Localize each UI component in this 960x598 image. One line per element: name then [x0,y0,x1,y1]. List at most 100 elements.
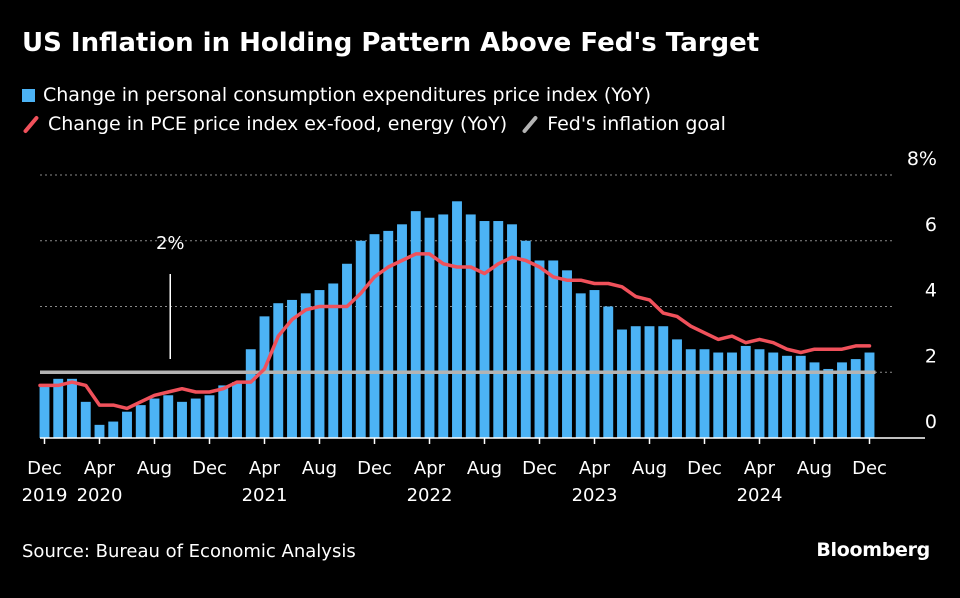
x-tick-month-4: Apr [84,458,116,479]
bar-43 [630,326,641,438]
legend-item-fed-goal: Fed's inflation goal [521,113,726,135]
x-tick-year-40: 2023 [572,485,618,506]
bar-37 [548,260,559,438]
y-tick-label-8: 8% [907,148,937,170]
bar-28 [424,217,435,438]
core-pce-line [38,252,872,411]
legend-label-core-pce: Change in PCE price index ex-food, energ… [48,113,508,135]
legend-label-fed-goal: Fed's inflation goal [547,113,726,135]
x-tick-month-20: Aug [302,458,337,479]
bar-34 [507,224,517,438]
y-tick-label-4: 4 [925,280,937,302]
axis-labels: 0 2 4 6 8% Dec 2019 Apr 2020 Aug Dec Apr 2021 Aug Dec A… [22,148,937,506]
bar-27 [410,211,421,438]
x-tick-year-28: 2022 [407,485,453,506]
bar-series [39,201,875,438]
x-tick-year-16: 2021 [242,485,288,506]
bar-42 [617,329,627,438]
bar-48 [699,349,710,438]
bar-24 [369,234,380,438]
bar-12 [204,395,215,438]
bar-33 [493,221,504,438]
bar-1 [53,378,64,438]
bar-29 [438,214,449,438]
annotation-label-0: 2% [156,233,185,254]
x-tick-year-52: 2024 [737,485,783,506]
bar-11 [190,398,201,438]
bar-51 [740,345,751,438]
line-series [38,252,872,411]
annotations: 2% [156,233,185,359]
bar-20 [314,290,325,438]
bar-35 [520,240,531,438]
x-tick-month-28: Apr [414,458,446,479]
bar-39 [575,293,586,438]
bar-23 [355,240,366,438]
x-tick-month-24: Dec [357,458,392,479]
x-tick-month-0: Dec [27,458,62,479]
bar-30 [452,201,462,438]
chart-title: US Inflation in Holding Pattern Above Fe… [22,28,760,58]
bar-57 [823,368,834,438]
bar-13 [218,385,229,438]
bar-56 [809,362,820,438]
bar-45 [658,326,669,438]
x-tick-month-8: Aug [137,458,172,479]
bar-6 [122,411,132,438]
bar-9 [163,395,174,438]
legend-label-pce: Change in personal consumption expenditu… [43,84,652,106]
bar-19 [300,293,311,438]
x-tick-month-16: Apr [249,458,281,479]
bar-3 [80,401,91,438]
bar-32 [479,221,490,438]
legend-row-1: Change in personal consumption expenditu… [22,84,665,106]
bar-15 [245,349,256,438]
bar-60 [864,352,875,438]
legend-item-pce: Change in personal consumption expenditu… [22,84,651,106]
bar-54 [782,355,792,438]
bar-31 [465,214,476,438]
bar-44 [644,326,655,438]
bar-7 [135,405,146,438]
bar-26 [397,224,407,438]
bloomberg-logo: Bloomberg [816,539,930,561]
x-tick-month-56: Aug [797,458,832,479]
x-tick-month-36: Dec [522,458,557,479]
y-tick-label-2: 2 [925,345,937,367]
legend-row-2: Change in PCE price index ex-food, energ… [22,113,740,135]
bar-47 [685,349,696,438]
bar-53 [768,352,779,438]
y-tick-label-6: 6 [925,214,937,236]
bar-8 [149,398,160,438]
x-tick-month-52: Apr [744,458,776,479]
x-tick-month-60: Dec [852,458,887,479]
bar-0 [39,385,50,438]
bar-59 [850,359,861,438]
bar-5 [108,421,119,438]
bar-55 [795,355,806,438]
bar-18 [287,299,297,438]
legend-swatch-pce [22,88,35,102]
x-tick-year-4: 2020 [77,485,123,506]
legend-item-core-pce: Change in PCE price index ex-food, energ… [22,113,507,135]
bar-36 [534,260,545,438]
bar-58 [837,362,847,438]
y-tick-label-0: 0 [925,411,937,433]
axis-layer [40,437,925,444]
source-note: Source: Bureau of Economic Analysis [22,541,356,562]
x-tick-month-44: Aug [632,458,667,479]
x-tick-month-40: Apr [579,458,611,479]
bar-14 [232,382,242,438]
bar-25 [383,230,394,438]
bar-46 [672,339,682,438]
bar-50 [727,352,737,438]
bar-16 [259,316,270,438]
x-tick-year-0: 2019 [22,485,68,506]
x-tick-month-32: Aug [467,458,502,479]
bar-49 [713,352,724,438]
bar-38 [562,270,572,438]
bar-10 [177,401,187,438]
x-tick-month-12: Dec [192,458,227,479]
x-tick-month-48: Dec [687,458,722,479]
